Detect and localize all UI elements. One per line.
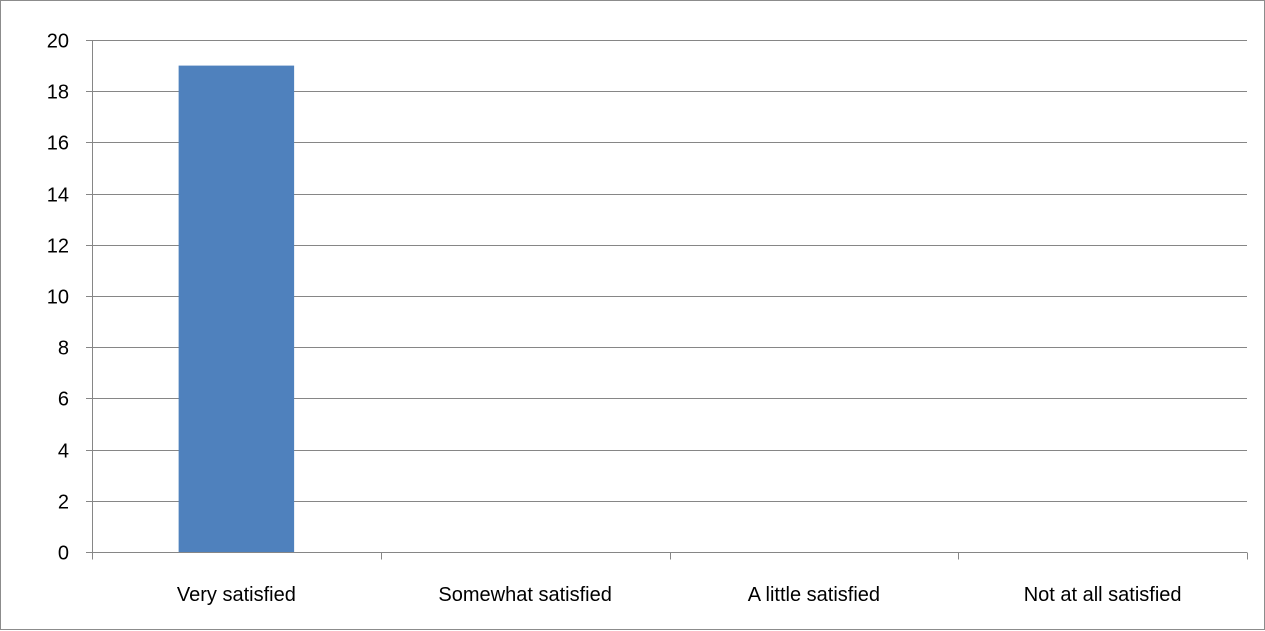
y-tick-label: 8 (58, 338, 69, 360)
y-tick-label: 20 (47, 31, 69, 53)
y-tick-label: 2 (58, 492, 69, 514)
bar (178, 65, 295, 552)
bars (178, 65, 295, 552)
y-tick-label: 10 (47, 287, 69, 309)
y-tick-label: 18 (47, 82, 69, 104)
x-tick-label: Very satisfied (177, 584, 296, 606)
y-tick-label: 6 (58, 389, 69, 411)
axes (86, 40, 1248, 560)
x-tick-label: Not at all satisfied (1024, 584, 1182, 606)
y-tick-label: 4 (58, 441, 69, 463)
y-axis-tick-labels: 0 2 4 6 8 10 12 14 16 18 20 (47, 31, 69, 565)
y-tick-label: 0 (58, 543, 69, 565)
x-tick-label: A little satisfied (748, 584, 880, 606)
y-tick-label: 14 (47, 185, 69, 207)
x-tick-label: Somewhat satisfied (438, 584, 611, 606)
y-tick-label: 12 (47, 236, 69, 258)
y-tick-label: 16 (47, 133, 69, 155)
x-axis-tick-labels: Very satisfied Somewhat satisfied A little… (177, 584, 1182, 606)
